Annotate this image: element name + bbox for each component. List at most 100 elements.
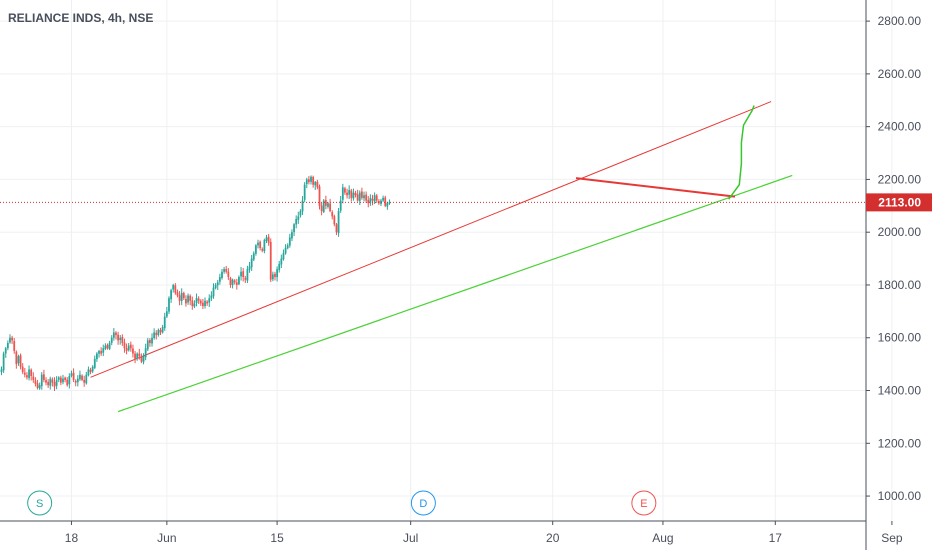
event-marker-s[interactable]: S (27, 490, 53, 516)
candle-up (271, 274, 274, 280)
candle-up (0, 369, 3, 373)
candle-down (206, 301, 209, 304)
candle-down (11, 337, 13, 341)
candle-up (108, 343, 111, 349)
candle-down (191, 300, 194, 307)
y-tick-label: 2400.00 (878, 120, 922, 134)
candle-down (47, 381, 50, 386)
candle-up (93, 358, 96, 368)
lower-channel-line (117, 174, 793, 413)
candle-up (91, 366, 94, 372)
candle-down (43, 374, 45, 380)
candle-up (297, 216, 300, 220)
candle-down (19, 355, 22, 367)
candle-up (382, 197, 384, 201)
candle-up (337, 211, 340, 234)
triangle-resistance-line (575, 177, 736, 198)
candle-up (255, 245, 257, 254)
candle-up (110, 337, 113, 343)
candle-up (180, 292, 183, 302)
candle-up (278, 263, 281, 270)
candle-up (170, 290, 172, 300)
event-marker-d[interactable]: D (410, 490, 436, 516)
candle-down (30, 369, 33, 377)
candle-down (140, 356, 143, 362)
y-tick-label: 1400.00 (878, 384, 922, 398)
candle-down (182, 293, 185, 299)
candle-down (23, 372, 26, 375)
candle-up (263, 240, 266, 252)
candle-up (386, 203, 389, 207)
candle-down (375, 195, 378, 201)
candle-down (117, 334, 119, 341)
candle-down (100, 351, 103, 354)
event-marker-label: S (36, 498, 43, 510)
candle-down (259, 241, 262, 249)
y-tick-label: 1600.00 (878, 331, 922, 345)
candle-up (305, 179, 308, 185)
candle-down (115, 332, 117, 336)
x-tick-label: 15 (270, 531, 284, 545)
candle-up (240, 271, 242, 277)
candle-up (303, 184, 306, 200)
candle-up (214, 284, 217, 289)
candle-up (282, 253, 285, 260)
candle-up (157, 329, 160, 335)
y-tick-label: 2200.00 (878, 172, 922, 186)
candle-up (352, 192, 355, 199)
candle-down (316, 181, 319, 188)
candle-up (165, 311, 168, 317)
candle-up (146, 340, 149, 350)
candle-down (335, 224, 338, 233)
candle-up (380, 200, 382, 204)
event-marker-e[interactable]: E (631, 490, 657, 516)
candle-up (6, 343, 9, 349)
candle-down (149, 340, 151, 344)
candle-up (314, 182, 317, 186)
candle-down (21, 366, 24, 373)
candle-down (121, 336, 124, 344)
candle-down (138, 353, 141, 357)
candle-down (371, 198, 374, 201)
candle-up (204, 300, 206, 307)
candle-up (87, 369, 90, 376)
candle-down (123, 342, 126, 349)
candle-down (354, 192, 357, 196)
candle-up (57, 377, 60, 380)
candle-up (252, 253, 255, 260)
candle-up (246, 269, 249, 281)
candle-up (76, 378, 79, 383)
current-price-badge-bg (866, 193, 932, 212)
candle-down (89, 369, 92, 373)
candle-down (367, 199, 370, 204)
candle-down (134, 353, 136, 359)
candle-up (216, 282, 219, 286)
candle-down (350, 190, 353, 198)
trend-channels (90, 101, 793, 413)
y-tick-label: 1800.00 (878, 278, 922, 292)
candle-down (233, 280, 236, 283)
candle-up (172, 284, 175, 290)
event-marker-label: E (640, 498, 647, 510)
candle-down (155, 332, 158, 336)
candle-up (293, 224, 295, 233)
candle-down (235, 282, 238, 285)
candle-up (142, 356, 145, 363)
candle-down (59, 377, 62, 383)
projection-path (728, 105, 755, 200)
candle-up (388, 202, 391, 204)
candle-up (295, 219, 298, 225)
candle-up (280, 258, 283, 265)
x-tick-label: 18 (65, 531, 79, 545)
candle-up (276, 269, 278, 278)
candle-down (185, 298, 187, 304)
candle-up (102, 348, 105, 353)
candle-down (308, 179, 310, 183)
candle-up (301, 200, 304, 212)
candle-up (62, 378, 64, 383)
x-tick-label: Sep (881, 531, 903, 545)
candle-up (195, 298, 198, 303)
candle-down (13, 341, 16, 351)
